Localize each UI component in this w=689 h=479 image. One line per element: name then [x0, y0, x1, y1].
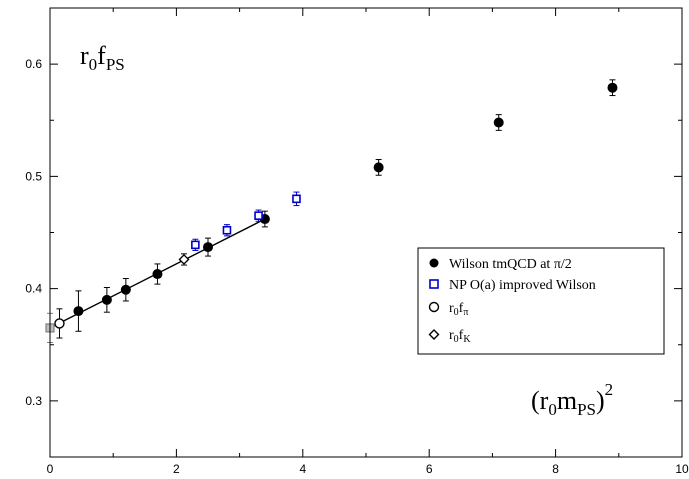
x-tick-label: 2 [173, 462, 180, 476]
point-open-circle [54, 318, 65, 329]
legend-label-r0-fk: r0fK [449, 328, 471, 345]
point-filled-circle [152, 269, 163, 280]
point-open-square [191, 240, 200, 250]
legend-label-np-oa-wilson: NP O(a) improved Wilson [449, 278, 596, 293]
x-tick-label: 0 [47, 462, 54, 476]
legend-marker-open-circle [428, 301, 440, 313]
legend-marker-open-square [429, 279, 439, 289]
point-filled-circle [493, 117, 504, 128]
legend-marker-open-diamond [428, 329, 440, 340]
point-open-square [254, 211, 263, 220]
x-tick-label: 10 [675, 462, 689, 476]
point-filled-circle [607, 82, 618, 93]
y-tick-label: 0.5 [25, 169, 42, 183]
y-tick-label: 0.4 [25, 282, 42, 296]
x-quantity-label: (r0mPS)2 [531, 380, 613, 419]
y-quantity-label: r0fPS [80, 41, 125, 74]
x-tick-label: 6 [426, 462, 433, 476]
legend-marker-filled-circle [429, 258, 439, 268]
data-markers-layer [45, 79, 618, 344]
legend-label-wilson-tmqcd: Wilson tmQCD at π/2 [449, 257, 572, 272]
point-filled-circle [73, 306, 84, 317]
y-tick-label: 0.6 [25, 57, 42, 71]
legend-label-r0-fpi: r0fπ [449, 301, 468, 318]
y-tick-label: 0.3 [25, 394, 42, 408]
point-filled-circle [373, 162, 384, 173]
point-filled-circle [101, 294, 112, 305]
point-filled-circle [120, 284, 131, 295]
x-tick-label: 4 [299, 462, 306, 476]
point-open-square [292, 194, 301, 204]
point-filled-circle [203, 242, 213, 253]
x-tick-label: 8 [552, 462, 559, 476]
plot-frame [49, 7, 683, 458]
axis-ticks: 0 2 4 6 8 10 0.3 0.4 0.5 0.6 [25, 7, 689, 476]
legend-box [417, 247, 665, 355]
legend: Wilson tmQCD at π/2 NP O(a) improved Wil… [417, 247, 665, 355]
point-open-diamond [178, 253, 190, 265]
point-open-square [222, 225, 232, 235]
